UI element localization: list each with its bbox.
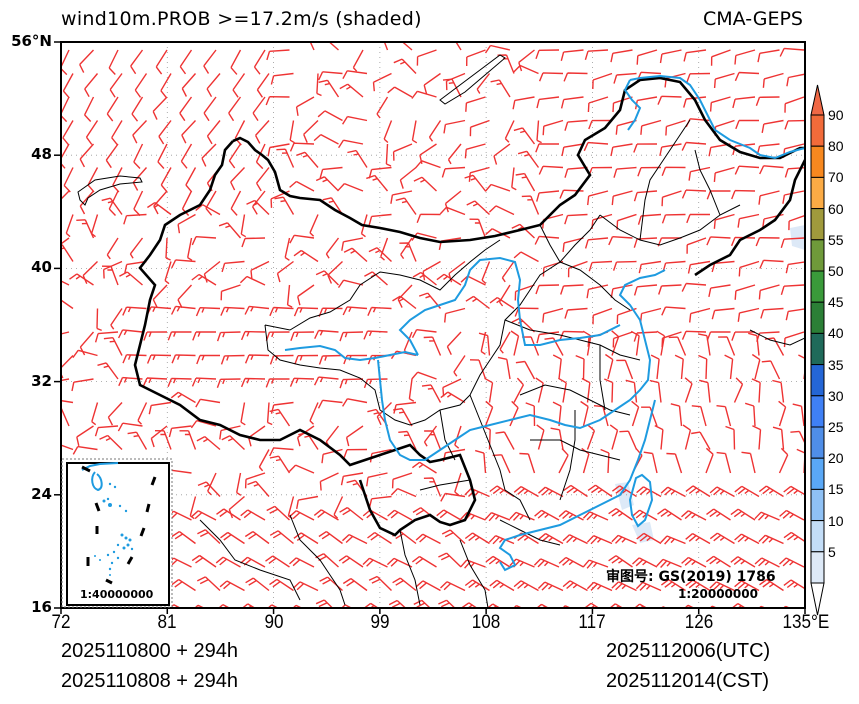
- init-time-cst: 2025110808 + 294h: [61, 670, 239, 692]
- inset-map-scale: 1:40000000: [80, 588, 154, 601]
- colorbar-label: 80: [828, 138, 844, 155]
- colorbar-label: 40: [828, 325, 844, 342]
- lon-label: 117: [578, 612, 607, 633]
- lon-label: 99: [370, 612, 390, 633]
- neighbor-borders: [199, 329, 805, 608]
- colorbar-label: 10: [828, 512, 844, 529]
- lat-label: 40: [31, 258, 52, 277]
- colorbar-label: 25: [828, 419, 844, 435]
- colorbar-bottom-arrow: [810, 582, 825, 616]
- colorbar-segment: [810, 488, 825, 522]
- model-name: CMA-GEPS: [702, 8, 803, 30]
- colorbar-label: 60: [828, 200, 844, 217]
- colorbar-segment: [810, 176, 825, 210]
- lat-label: 56°N: [11, 32, 52, 50]
- colorbar-segment: [810, 301, 825, 334]
- colorbar-label: 5: [828, 543, 836, 560]
- colorbar-segment: [810, 145, 825, 178]
- colorbar-segment: [810, 114, 825, 147]
- lon-label: 126: [684, 612, 713, 633]
- main-map-scale: 1:20000000: [678, 587, 758, 601]
- map-background: [61, 42, 805, 608]
- colorbar-segment: [810, 332, 825, 366]
- colorbar-label: 15: [828, 481, 844, 498]
- prob-shade-east: [790, 225, 805, 250]
- colorbar-segment: [810, 208, 825, 241]
- colorbar-top-arrow: [810, 84, 825, 116]
- colorbar: [810, 84, 825, 616]
- colorbar-label: 35: [828, 356, 844, 373]
- axis-ticks: [54, 41, 806, 614]
- lat-label: 32: [31, 371, 52, 390]
- lon-label: 108: [471, 612, 501, 633]
- lon-label: 72: [51, 612, 71, 633]
- colorbar-segment: [810, 457, 825, 490]
- colorbar-label: 45: [828, 294, 844, 311]
- inset-map: [66, 462, 170, 606]
- national-border: [133, 76, 805, 537]
- lake-outline: [77, 175, 143, 206]
- prob-shade-taiwan: [615, 482, 654, 543]
- colorbar-label: 90: [828, 107, 844, 123]
- colorbar-segment: [810, 551, 825, 584]
- colorbar-segment: [810, 426, 825, 459]
- rivers-coastline: [284, 74, 805, 572]
- lon-label: 90: [264, 612, 284, 633]
- map-approval-number: 审图号: GS(2019) 1786: [606, 569, 776, 585]
- lon-label: 135°E: [782, 612, 830, 633]
- chart-title: wind10m.PROB >=17.2m/s (shaded): [61, 8, 422, 30]
- colorbar-label: 20: [828, 450, 844, 467]
- provincial-borders: [264, 119, 741, 546]
- colorbar-segment: [810, 520, 825, 553]
- init-time-utc: 2025110800 + 294h: [61, 640, 239, 662]
- colorbar-segment: [810, 364, 825, 397]
- colorbar-segment: [810, 239, 825, 272]
- lon-label: 81: [157, 612, 177, 633]
- colorbar-label: 70: [828, 169, 844, 186]
- valid-time-cst: 2025112014(CST): [606, 670, 770, 692]
- valid-time-utc: 2025112006(UTC): [606, 640, 771, 662]
- colorbar-segment: [810, 395, 825, 428]
- inset-content: [81, 462, 157, 585]
- colorbar-label: 50: [828, 263, 844, 279]
- lat-label: 16: [31, 598, 52, 616]
- lake-baikal: [439, 54, 506, 105]
- colorbar-segment: [810, 270, 825, 303]
- colorbar-label: 30: [828, 387, 844, 404]
- lat-label: 24: [31, 484, 52, 503]
- wind-barbs: [61, 42, 805, 608]
- colorbar-label: 55: [828, 231, 844, 248]
- lat-label: 48: [31, 145, 52, 164]
